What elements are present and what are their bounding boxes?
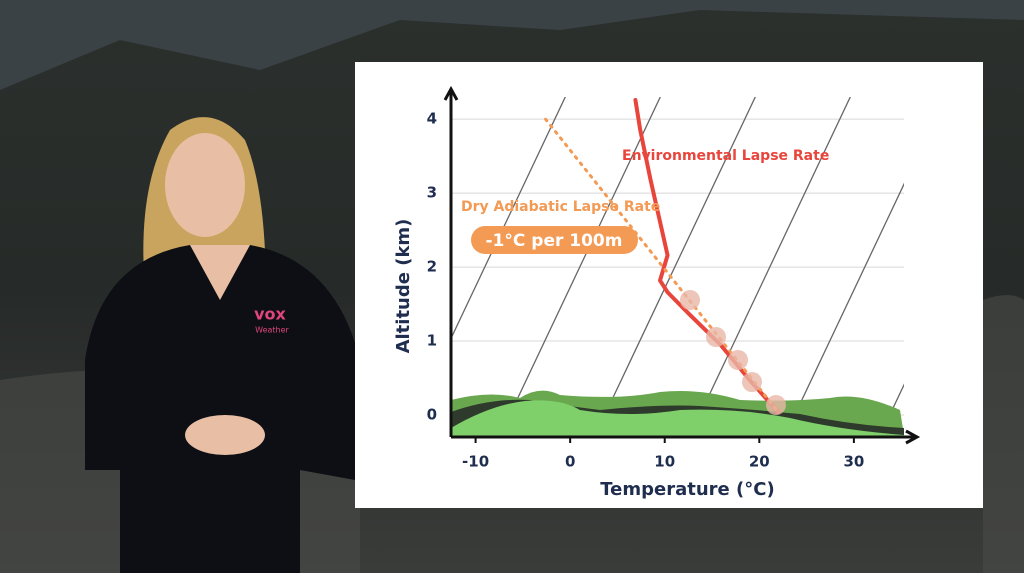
parcel <box>680 290 700 310</box>
skew-line <box>694 97 851 425</box>
x-tick-label: 0 <box>565 453 575 471</box>
y-axis-label: Altitude (km) <box>393 219 414 354</box>
series-label: Dry Adiabatic Lapse Rate <box>461 199 660 215</box>
annotation: -1°C per 100m <box>486 231 623 251</box>
parcel <box>766 395 786 415</box>
annotation-pill <box>471 226 638 254</box>
skew-lines <box>451 97 904 425</box>
y-tick-label: 0 <box>427 406 437 424</box>
chart-panel <box>355 62 983 508</box>
terrain-front <box>451 400 904 438</box>
axis-arrow <box>905 429 921 445</box>
x-tick-label: 30 <box>843 453 864 471</box>
skew-line <box>504 97 661 425</box>
x-tick-label: 20 <box>749 453 770 471</box>
logo-text: Weather <box>255 326 289 335</box>
x-tick-label: 10 <box>654 453 675 471</box>
town <box>983 295 1024 573</box>
x-tick-label: -10 <box>462 453 489 471</box>
presenter: vox Weather <box>85 117 360 573</box>
skew-line <box>451 97 566 340</box>
y-tick-label: 3 <box>427 184 437 202</box>
plot: 0 1 2 3 4 -10 0 10 20 30 Temperature (°C) Altitude … <box>393 85 921 500</box>
logo-mark: vox <box>254 305 286 324</box>
parcel <box>742 372 762 392</box>
y-tick-label: 2 <box>427 258 437 276</box>
y-tick-label: 4 <box>427 110 437 128</box>
parcel <box>728 350 748 370</box>
series-label: Environmental Lapse Rate <box>622 148 829 164</box>
skew-line <box>789 182 904 425</box>
skew-line <box>599 97 756 425</box>
axis-arrow <box>443 85 459 101</box>
parcel <box>706 327 726 347</box>
x-axis-label: Temperature (°C) <box>600 479 774 500</box>
sky <box>0 0 1024 90</box>
y-tick-label: 1 <box>427 332 437 350</box>
